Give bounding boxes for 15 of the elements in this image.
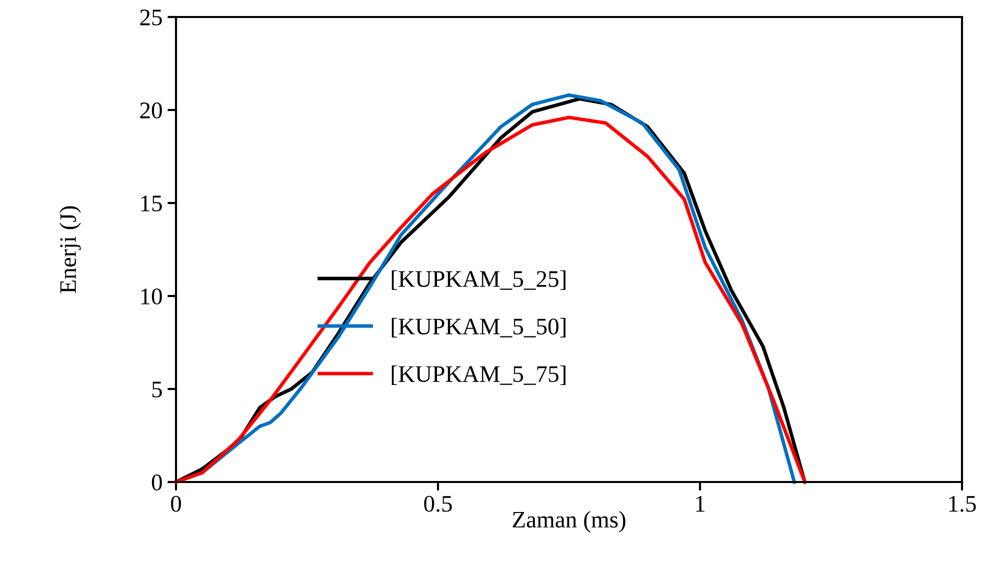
y-tick-label: 15 [141,196,162,212]
x-tick-label: 1.5 [949,496,976,512]
legend-label: [KUPKAM_5_25] [392,270,566,290]
y-tick-label: 25 [140,10,162,26]
x-tick-label: 0.5 [424,496,452,512]
y-tick-label: 20 [140,102,162,118]
y-tick-label: 5 [152,382,162,398]
legend-label: [KUPKAM_5_50] [392,318,566,338]
y-tick-label: 10 [141,288,162,304]
y-tick-label: 0 [152,474,162,490]
x-tick-label: 0 [170,496,182,512]
x-tick-label: 1 [696,496,704,512]
legend-label: [KUPKAM_5_75] [392,365,566,385]
y-axis-title: Enerji (J) [59,206,81,294]
x-axis-title: Zaman (ms) [512,511,626,532]
